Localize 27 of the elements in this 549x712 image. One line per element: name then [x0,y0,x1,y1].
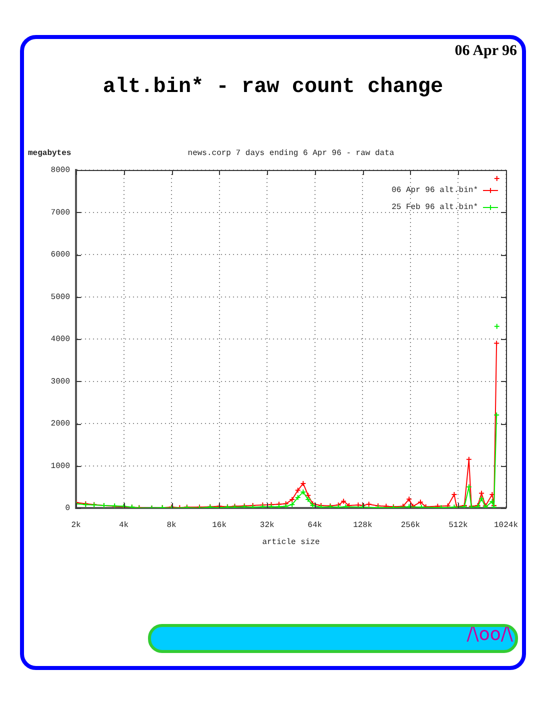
y-tick-label: 1000 [50,462,70,471]
y-tick-label: 2000 [50,420,70,429]
x-tick-label: 8k [166,520,177,530]
y-tick-label: 8000 [50,166,70,176]
x-tick-label: 16k [212,520,227,530]
chart-title: alt.bin* - raw count change [102,76,444,99]
x-tick-label: 32k [260,520,275,530]
x-tick-label: 256k [400,520,420,530]
legend-label: 06 Apr 96 alt.bin* [392,186,478,196]
y-tick-label: 7000 [50,208,70,218]
y-tick-label: 6000 [50,250,70,260]
y-axis-title: megabytes [28,149,72,158]
chart-subtitle: news.corp 7 days ending 6 Apr 96 - raw data [188,149,394,158]
legend-label: 25 Feb 96 alt.bin* [392,203,478,212]
y-tick-label: 0 [65,504,70,514]
text: 06 Apr 96 [454,43,517,60]
x-tick-label: 2k [71,520,81,530]
x-tick-label: 1024k [494,520,518,530]
y-tick-label: 3000 [50,377,70,386]
x-tick-label: 64k [308,520,322,530]
y-tick-label: 5000 [50,292,70,302]
x-tick-label: 512k [448,520,468,530]
y-tick-label: 4000 [50,335,70,344]
x-tick-label: 4k [118,520,129,530]
x-axis-title: article size [262,538,320,548]
text: /\oo/\ [466,624,513,645]
x-tick-label: 128k [353,520,372,530]
